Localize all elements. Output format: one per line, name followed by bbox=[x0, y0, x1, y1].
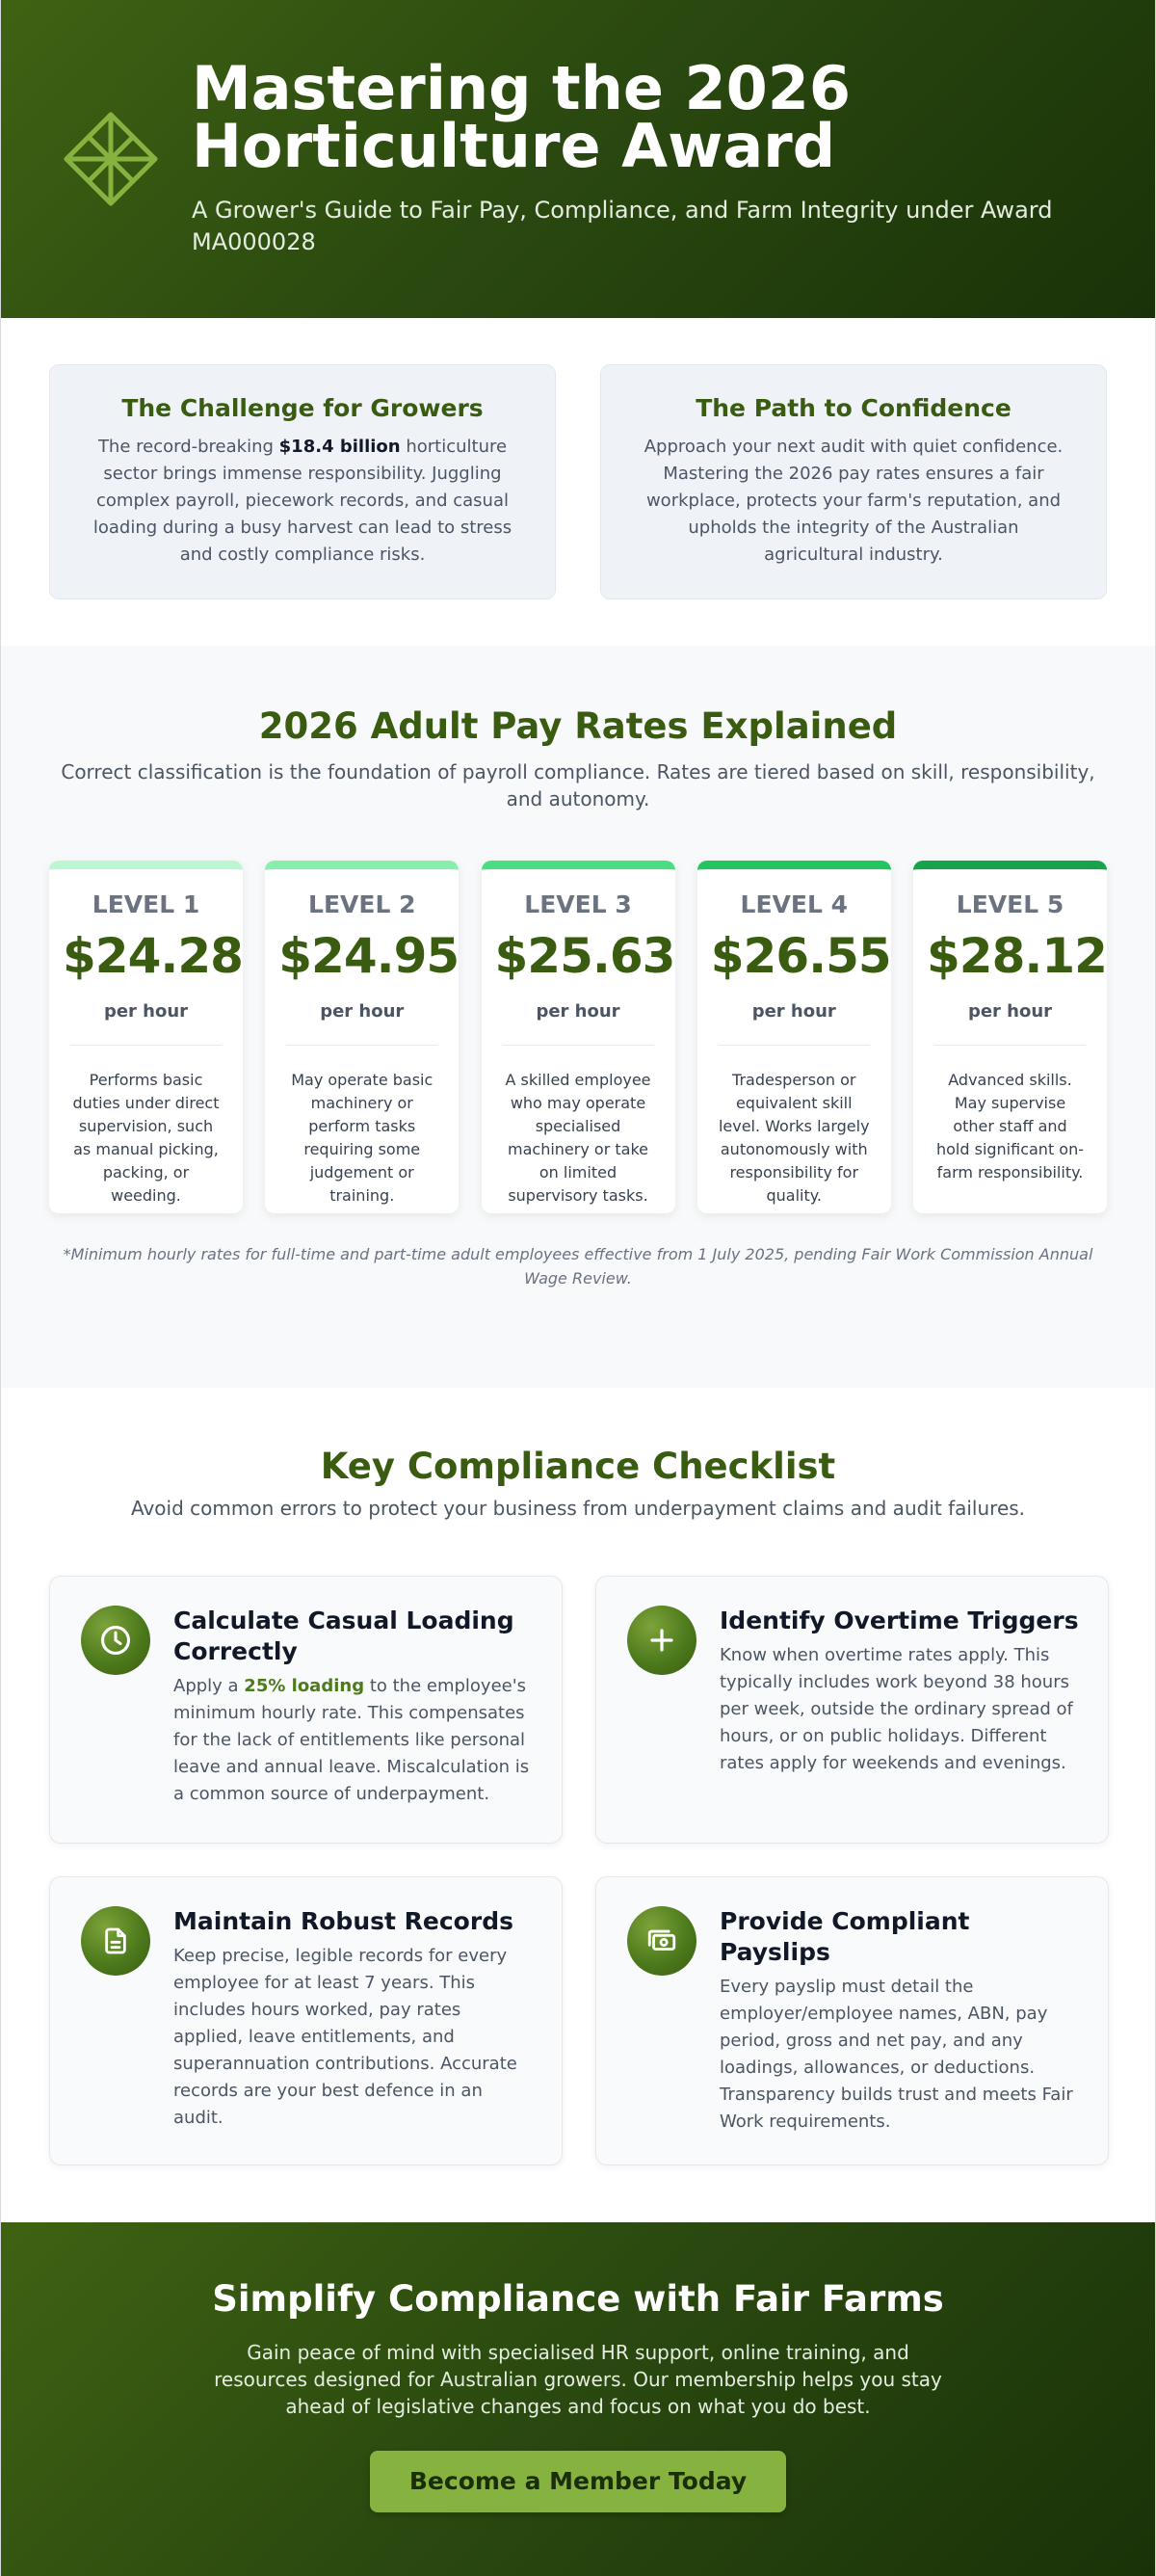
checklist-item-content: Maintain Robust Records Keep precise, le… bbox=[173, 1906, 533, 2136]
pay-rates-section: 2026 Adult Pay Rates Explained Correct c… bbox=[1, 646, 1155, 1388]
pay-rates-title: 2026 Adult Pay Rates Explained bbox=[258, 705, 898, 747]
rate-description: May operate basic machinery or perform t… bbox=[291, 1071, 434, 1205]
rate-level-label: LEVEL 1 bbox=[92, 890, 200, 918]
rate-description: Advanced skills. May supervise other sta… bbox=[935, 1071, 1085, 1182]
compliance-checklist-section: Key Compliance Checklist Avoid common er… bbox=[1, 1388, 1155, 2222]
rate-level-label: LEVEL 3 bbox=[524, 890, 632, 918]
intro-section: The Challenge for Growers The record-bre… bbox=[1, 318, 1155, 646]
challenge-body-text-end: horticulture sector brings immense respo… bbox=[92, 437, 512, 565]
cta-text: Gain peace of mind with specialised HR s… bbox=[214, 2341, 942, 2418]
rate-unit: per hour bbox=[967, 1001, 1053, 1022]
checklist-item-content: Provide Compliant Payslips Every payslip… bbox=[720, 1906, 1079, 2136]
checklist-grid: Calculate Casual Loading Correctly Apply… bbox=[1, 1576, 1155, 2165]
page-subtitle: A Grower's Guide to Fair Pay, Compliance… bbox=[192, 197, 1053, 255]
challenge-card: The Challenge for Growers The record-bre… bbox=[49, 364, 556, 599]
rate-level-label: LEVEL 2 bbox=[308, 890, 416, 918]
checklist-item-content: Calculate Casual Loading Correctly Apply… bbox=[173, 1606, 533, 1814]
checklist-item-overtime: Identify Overtime Triggers Know when ove… bbox=[595, 1576, 1109, 1844]
checklist-item-records: Maintain Robust Records Keep precise, le… bbox=[49, 1876, 563, 2165]
checklist-title: Key Compliance Checklist bbox=[320, 1446, 836, 1487]
checklist-description: Avoid common errors to protect your busi… bbox=[130, 1497, 1026, 1520]
checklist-item-body: Apply a 25% loading to the employee's mi… bbox=[173, 1673, 533, 1808]
rate-level-label: LEVEL 5 bbox=[956, 890, 1064, 918]
checklist-item-title: Maintain Robust Records bbox=[173, 1907, 513, 1935]
diamond-star-icon bbox=[63, 111, 159, 207]
challenge-card-body: The record-breaking $18.4 billion hortic… bbox=[91, 434, 514, 569]
hero-banner: Mastering the 2026 Horticulture Award A … bbox=[1, 0, 1155, 318]
rate-value: $24.95 bbox=[278, 928, 460, 984]
rate-unit: per hour bbox=[103, 1001, 189, 1022]
rate-card-level-5: LEVEL 5 $28.12 per hour Advanced skills.… bbox=[913, 861, 1108, 1213]
rates-footnote: *Minimum hourly rates for full-time and … bbox=[63, 1245, 1093, 1288]
rate-unit: per hour bbox=[751, 1001, 836, 1022]
checklist-item-body: Keep precise, legible records for every … bbox=[173, 1946, 517, 2128]
rate-value: $28.12 bbox=[927, 928, 1108, 984]
rate-value: $26.55 bbox=[710, 928, 892, 984]
become-member-button[interactable]: Become a Member Today bbox=[370, 2451, 786, 2512]
rate-card-level-1: LEVEL 1 $24.28 per hour Performs basic d… bbox=[49, 861, 244, 1213]
checklist-item-body: Know when overtime rates apply. This typ… bbox=[720, 1645, 1073, 1773]
checklist-item-payslips: Provide Compliant Payslips Every payslip… bbox=[595, 1876, 1109, 2165]
confidence-card: The Path to Confidence Approach your nex… bbox=[600, 364, 1107, 599]
checklist-item-title: Identify Overtime Triggers bbox=[720, 1607, 1079, 1634]
rate-card-level-2: LEVEL 2 $24.95 per hour May operate basi… bbox=[265, 861, 460, 1213]
money-icon bbox=[627, 1906, 696, 1976]
document-icon bbox=[81, 1906, 150, 1976]
challenge-body-text-start: The record-breaking bbox=[97, 437, 279, 457]
confidence-card-body: Approach your next audit with quiet conf… bbox=[644, 437, 1064, 565]
plus-icon bbox=[627, 1606, 696, 1675]
rate-unit: per hour bbox=[320, 1001, 405, 1022]
rate-cards: LEVEL 1 $24.28 per hour Performs basic d… bbox=[1, 861, 1155, 1213]
divider bbox=[934, 1045, 1086, 1046]
hero-text: Mastering the 2026 Horticulture Award A … bbox=[192, 53, 1093, 258]
divider bbox=[286, 1045, 438, 1046]
cta-title: Simplify Compliance with Fair Farms bbox=[212, 2278, 944, 2320]
rate-value: $25.63 bbox=[494, 928, 676, 984]
checklist-item-title: Provide Compliant Payslips bbox=[720, 1907, 970, 1966]
checklist-item-body: Every payslip must detail the employer/e… bbox=[720, 1977, 1073, 2132]
challenge-card-title: The Challenge for Growers bbox=[121, 394, 484, 422]
rate-description: A skilled employee who may operate speci… bbox=[505, 1071, 651, 1205]
pay-rates-description: Correct classification is the foundation… bbox=[61, 760, 1095, 810]
rate-card-level-4: LEVEL 4 $26.55 per hour Tradesperson or … bbox=[696, 861, 892, 1213]
divider bbox=[718, 1045, 870, 1046]
page-title: Mastering the 2026 Horticulture Award bbox=[192, 53, 852, 181]
checklist-item-content: Identify Overtime Triggers Know when ove… bbox=[720, 1606, 1079, 1814]
body-text-end: to the employee's minimum hourly rate. T… bbox=[173, 1676, 530, 1804]
rate-value: $24.28 bbox=[63, 928, 244, 984]
cta-section: Simplify Compliance with Fair Farms Gain… bbox=[1, 2222, 1155, 2576]
checklist-item-title: Calculate Casual Loading Correctly bbox=[173, 1607, 514, 1665]
rate-level-label: LEVEL 4 bbox=[740, 890, 848, 918]
checklist-item-casual-loading: Calculate Casual Loading Correctly Apply… bbox=[49, 1576, 563, 1844]
challenge-body-bold: $18.4 billion bbox=[278, 437, 401, 457]
clock-icon bbox=[81, 1606, 150, 1675]
body-text-start: Apply a bbox=[173, 1676, 245, 1696]
body-highlight: 25% loading bbox=[244, 1676, 365, 1696]
rate-description: Performs basic duties under direct super… bbox=[72, 1071, 220, 1205]
rate-unit: per hour bbox=[536, 1001, 620, 1022]
divider bbox=[502, 1045, 654, 1046]
rate-card-level-3: LEVEL 3 $25.63 per hour A skilled employ… bbox=[481, 861, 676, 1213]
confidence-card-title: The Path to Confidence bbox=[696, 394, 1012, 422]
divider bbox=[70, 1045, 222, 1046]
rate-description: Tradesperson or equivalent skill level. … bbox=[718, 1071, 870, 1205]
